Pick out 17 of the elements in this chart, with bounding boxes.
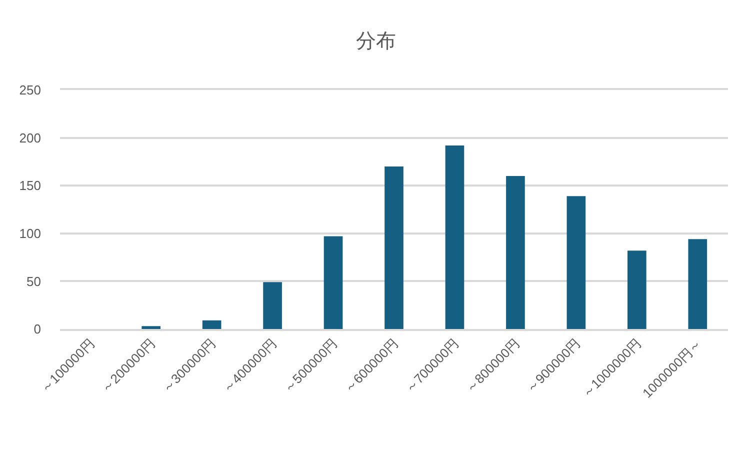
y-tick-label: 50 xyxy=(26,274,41,289)
bar xyxy=(445,145,464,329)
bar xyxy=(324,236,343,329)
y-tick-label: 200 xyxy=(19,130,41,146)
y-tick-label: 250 xyxy=(19,82,41,98)
y-tick-label: 0 xyxy=(34,322,41,337)
y-tick-label: 100 xyxy=(19,226,41,241)
bar xyxy=(506,176,525,329)
bar xyxy=(566,196,586,329)
bar xyxy=(628,250,646,329)
bar xyxy=(202,320,222,329)
y-tick-label: 150 xyxy=(19,178,41,194)
bar xyxy=(384,166,404,329)
bar xyxy=(688,239,708,329)
bar xyxy=(263,282,282,329)
bar xyxy=(142,326,160,329)
chart-title: 分布 xyxy=(356,30,396,53)
